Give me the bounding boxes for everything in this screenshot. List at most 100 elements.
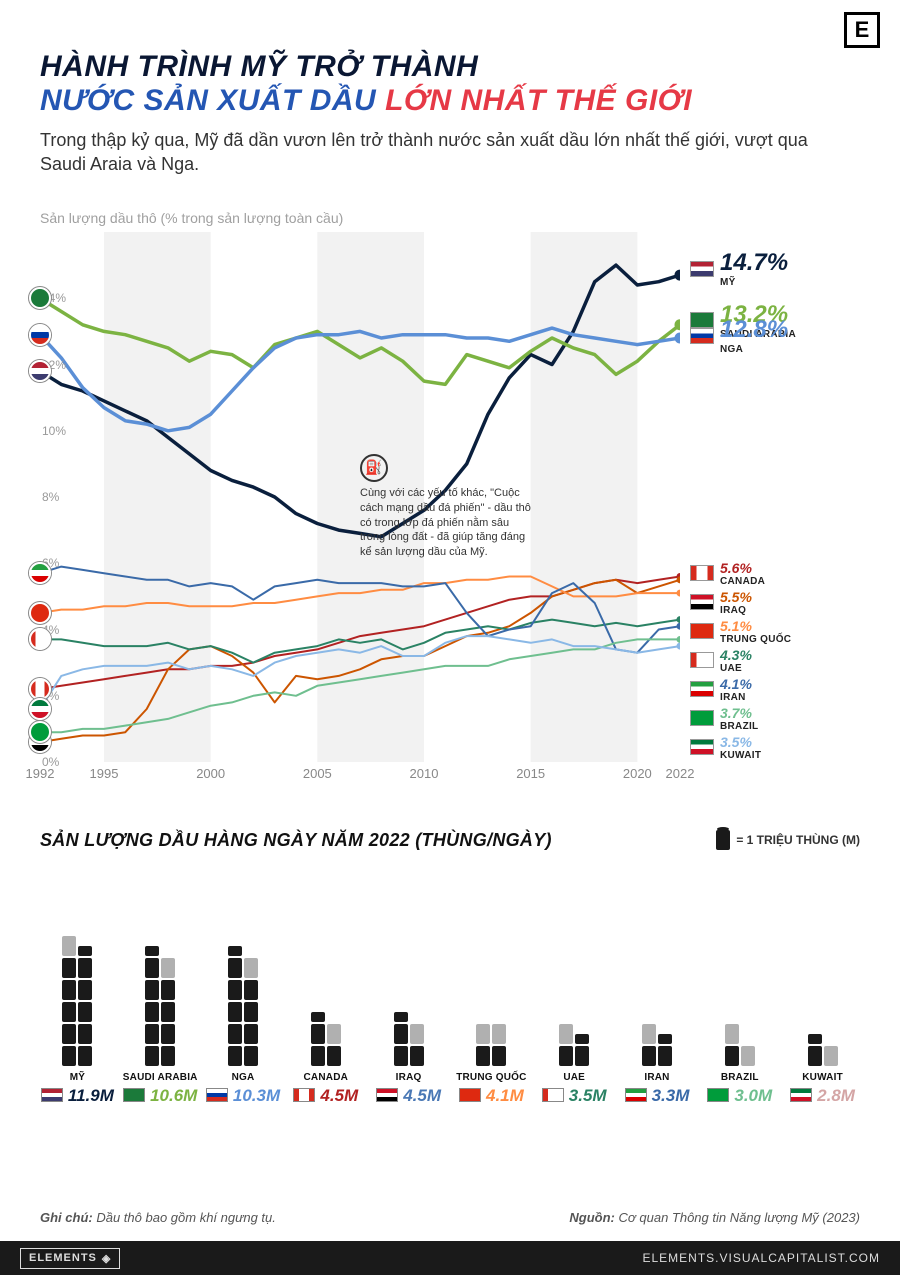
country-flag-icon [790,1088,812,1102]
barrel-icon [78,1046,92,1066]
country-flag-icon [123,1088,145,1102]
legend-row: 5.5% IRAQ [690,589,791,616]
legend-name: BRAZIL [720,721,758,732]
xtick: 2022 [666,766,695,781]
country-value: 2.8M [817,1086,855,1106]
barrel-icon [228,958,242,978]
xtick: 2005 [303,766,332,781]
legend-flag-icon [690,710,714,726]
barrel-stack [642,906,672,1066]
legend-flag-icon [690,652,714,668]
barrel-icon [78,958,92,978]
country-flag-icon [459,1088,481,1102]
legend-name: KUWAIT [720,750,761,761]
barrel-icon [394,1012,408,1022]
country-name: IRAQ [396,1072,422,1083]
barrel-stack [145,906,175,1066]
barrel-icon [559,1024,573,1044]
barrel-stack [62,906,92,1066]
legend-pct: 5.6% [720,560,765,576]
country-flag-icon [376,1088,398,1102]
country-name: IRAN [644,1072,669,1083]
legend-flag-icon [690,328,714,344]
country-column: MỸ11.9M [40,906,115,1106]
barrel-stack [476,906,506,1066]
xtick: 2015 [516,766,545,781]
barrel-icon [78,946,92,956]
barrel-icon [62,1046,76,1066]
country-column: CANADA4.5M [288,906,363,1106]
series-flag-marker [29,324,51,346]
xtick: 2010 [410,766,439,781]
bottom-bar: ELEMENTS◈ ELEMENTS.VISUALCAPITALIST.COM [0,1241,900,1275]
barrel-icon [725,1046,739,1066]
barrel-icon [145,1024,159,1044]
barrel-icon [244,1024,258,1044]
barrel-stack [394,906,424,1066]
country-value: 3.3M [652,1086,690,1106]
barrel-icon [228,946,242,956]
barrel-icon [725,1024,739,1044]
legend-row: 4.3% UAE [690,647,791,674]
barrel-icon [394,1024,408,1044]
barrel-icon [492,1024,506,1044]
country-flag-icon [542,1088,564,1102]
header: HÀNH TRÌNH MỸ TRỞ THÀNH NƯỚC SẢN XUẤT DẦ… [0,0,900,187]
country-value: 4.1M [486,1086,524,1106]
barrel-icon [145,958,159,978]
country-column: IRAN 3.3M [620,906,695,1106]
legend-name: NGA [720,344,788,355]
barrel-icon [62,936,76,956]
legend-pct: 14.7% [720,249,788,277]
section2-legend: = 1 TRIỆU THÙNG (M) [716,830,860,850]
bottom-url: ELEMENTS.VISUALCAPITALIST.COM [643,1251,881,1265]
barrel-icon [741,1046,755,1066]
barrel-icon [642,1046,656,1066]
chart-annotation: ⛽ Cùng với các yếu tố khác, "Cuộc cách m… [360,454,535,560]
barrel-icon [62,980,76,1000]
country-column: IRAQ 4.5M [371,906,446,1106]
barrel-icon [575,1046,589,1066]
barrel-icon [161,958,175,978]
barrel-icon [161,980,175,1000]
country-name: KUWAIT [802,1072,843,1083]
country-value: 11.9M [68,1086,114,1106]
country-column: NGA10.3M [206,906,281,1106]
legend-pct: 3.5% [720,734,761,750]
legend-row: 4.1% IRAN [690,676,791,703]
country-name: SAUDI ARABIA [123,1072,198,1083]
legend-flag-icon [690,594,714,610]
series-flag-marker [29,360,51,382]
series-flag-marker [29,698,51,720]
barrel-icon [161,1024,175,1044]
legend-flag-icon [690,681,714,697]
oil-rig-icon: ⛽ [360,454,388,482]
legend-name: MỸ [720,277,788,288]
title-line2a: NƯỚC SẢN XUẤT DẦU [40,84,376,117]
country-flag-icon [707,1088,729,1102]
legend-flag-icon [690,739,714,755]
barrel-icon [78,1024,92,1044]
barrel-stack [228,906,258,1066]
xtick: 1995 [90,766,119,781]
barrel-icon [78,1002,92,1022]
legend-name: TRUNG QUỐC [720,634,791,645]
country-value: 4.5M [403,1086,441,1106]
barrel-stack [559,906,589,1066]
barrel-stack [311,906,341,1066]
barrel-icon [410,1046,424,1066]
country-column: BRAZIL3.0M [702,906,777,1106]
country-column: KUWAIT 2.8M [785,906,860,1106]
country-value: 10.6M [150,1086,197,1106]
ytick: 10% [42,424,66,438]
legend-flag-icon [690,623,714,639]
chart-ylabel: Sản lượng dầu thô (% trong sản lượng toà… [40,210,343,226]
barrel-icon [62,1002,76,1022]
barrel-stack [725,906,755,1066]
daily-production-section: SẢN LƯỢNG DẦU HÀNG NGÀY NĂM 2022 (THÙNG/… [40,830,860,1106]
logo-corner: E [844,12,880,48]
barrel-icon [62,1024,76,1044]
barrel-icon [410,1024,424,1044]
legend-name: UAE [720,663,752,674]
xtick: 1992 [26,766,55,781]
